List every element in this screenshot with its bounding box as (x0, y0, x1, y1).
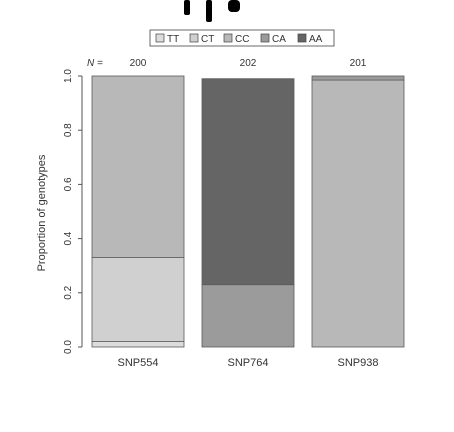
n-value-snp938: 201 (350, 58, 367, 69)
x-labels: SNP554 SNP764 SNP938 (118, 357, 379, 369)
legend-swatch-ct (189, 33, 199, 43)
legend-label-cc: CC (235, 34, 249, 45)
bar-segment-snp554-tt (91, 341, 185, 348)
x-tick-label-snp554: SNP554 (118, 357, 159, 369)
cropped-heading-fragment (184, 0, 240, 22)
bar-segment-snp554-ct (91, 257, 185, 342)
y-tick-label: 0.8 (63, 123, 74, 137)
bar-segment-snp938-ca (311, 75, 405, 81)
legend: TT CT CC CA AA (149, 29, 335, 47)
n-prefix: N = (87, 58, 103, 69)
legend-label-aa: AA (309, 34, 323, 45)
x-tick-label-snp764: SNP764 (228, 357, 269, 369)
y-tick-label: 1.0 (63, 69, 74, 83)
n-labels: 200 202 201 (130, 58, 367, 69)
y-axis-label: Proportion of genotypes (36, 154, 48, 271)
legend-swatch-ca (260, 33, 270, 43)
y-tick-label: 0.0 (63, 340, 74, 354)
y-tick-label: 0.2 (63, 285, 74, 299)
legend-swatch-cc (223, 33, 233, 43)
n-value-snp554: 200 (130, 58, 147, 69)
bar-segment-snp764-aa (201, 78, 295, 286)
legend-label-tt: TT (167, 34, 179, 45)
bars (91, 75, 405, 348)
legend-swatch-tt (155, 33, 165, 43)
bar-segment-snp938-cc (311, 79, 405, 348)
n-value-snp764: 202 (240, 58, 257, 69)
x-tick-label-snp938: SNP938 (338, 357, 379, 369)
legend-swatch-aa (297, 33, 307, 43)
legend-label-ca: CA (272, 34, 286, 45)
bar-segment-snp554-cc (91, 75, 185, 258)
y-tick-label: 0.4 (63, 231, 74, 245)
legend-label-ct: CT (201, 34, 214, 45)
y-tick-label: 0.6 (63, 177, 74, 191)
bar-segment-snp764-ca (201, 284, 295, 348)
y-axis: 0.0 0.2 0.4 0.6 0.8 1.0 (63, 69, 83, 354)
